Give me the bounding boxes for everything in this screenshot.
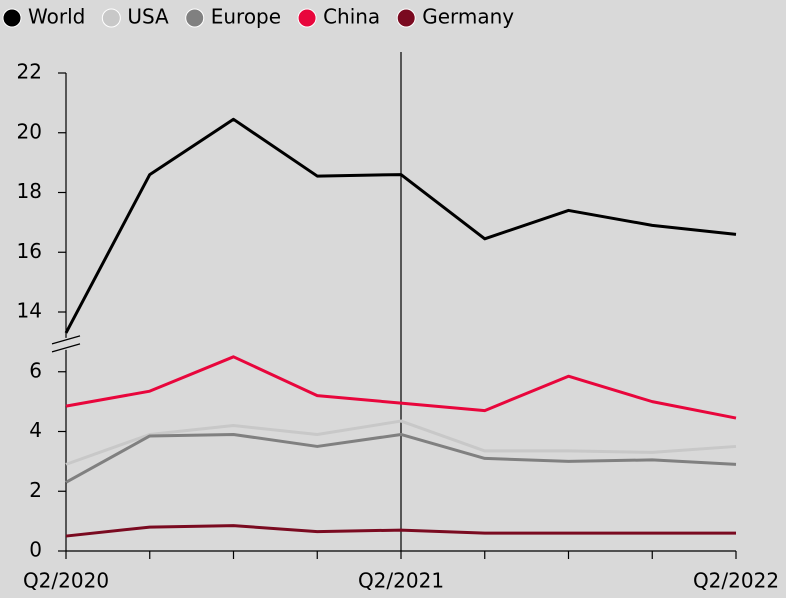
legend-label: China: [323, 5, 380, 29]
legend-swatch: [185, 8, 205, 28]
axis-break: [51, 343, 81, 353]
y-tick-label: 2: [29, 478, 42, 502]
legend-swatch: [396, 8, 416, 28]
y-tick-label: 16: [17, 239, 42, 263]
series-line: [65, 419, 737, 466]
series-line: [65, 355, 737, 420]
series-line: [64, 117, 737, 334]
legend-label: Germany: [422, 5, 514, 29]
x-tick-label: Q2/2020: [23, 569, 109, 593]
y-tick-label: 4: [29, 418, 42, 442]
y-tick-label: 22: [17, 60, 42, 84]
series-line: [65, 524, 736, 538]
x-tick-label: Q2/2022: [693, 569, 779, 593]
y-tick-label: 20: [17, 119, 42, 143]
legend-label: Europe: [211, 5, 281, 29]
y-tick-label: 6: [29, 358, 42, 382]
y-tick-label: 0: [29, 538, 42, 562]
series-line: [65, 432, 737, 484]
y-tick-label: 18: [17, 179, 42, 203]
legend-swatch: [101, 8, 121, 28]
axis-break: [51, 335, 81, 345]
legend-swatch: [297, 8, 317, 28]
legend-label: USA: [127, 5, 169, 29]
legend-label: World: [28, 5, 85, 29]
y-tick-label: 14: [17, 299, 42, 323]
x-tick-label: Q2/2021: [358, 569, 444, 593]
legend-swatch: [2, 8, 22, 28]
